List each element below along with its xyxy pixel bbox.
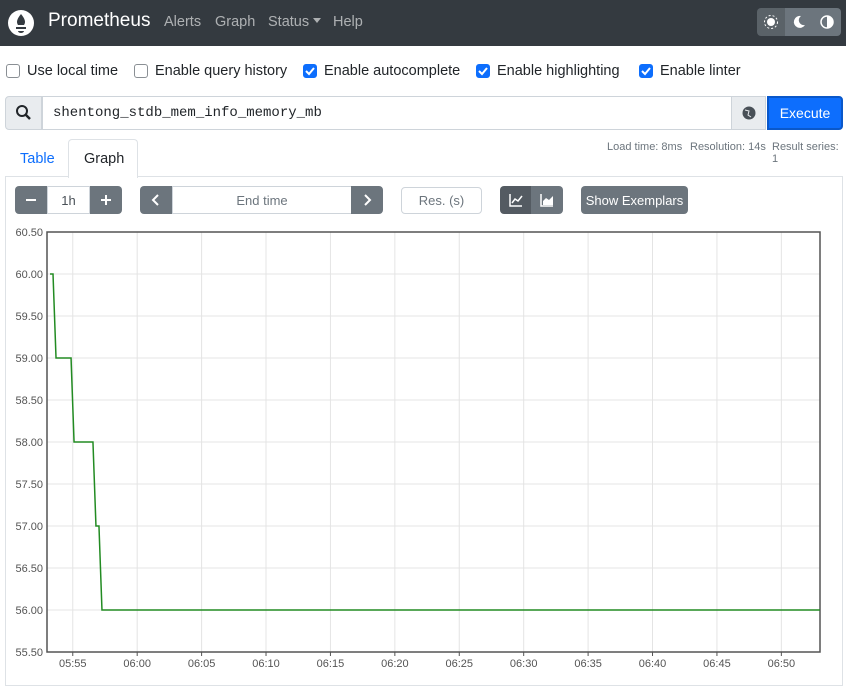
- x-tick-label: 06:15: [317, 658, 345, 670]
- query-input[interactable]: shentong_stdb_mem_info_memory_mb: [42, 96, 732, 130]
- y-tick-label: 57.50: [15, 479, 43, 491]
- x-tick-label: 06:30: [510, 658, 538, 670]
- option-label: Enable autocomplete: [324, 63, 461, 79]
- plot-border: [46, 231, 821, 653]
- option[interactable]: Enable linter: [639, 62, 741, 80]
- theme-dark[interactable]: [785, 8, 813, 36]
- checkbox: [303, 64, 317, 78]
- nav-dropdown[interactable]: Status: [268, 14, 322, 30]
- option[interactable]: Enable query history: [134, 62, 287, 80]
- x-tick-label: 06:10: [252, 658, 280, 670]
- exemplars-button[interactable]: Show Exemplars: [581, 186, 688, 214]
- x-tick-label: 06:35: [574, 658, 602, 670]
- theme-light[interactable]: [757, 8, 785, 36]
- stacked-chart-toggle[interactable]: [531, 186, 563, 214]
- line-chart-toggle[interactable]: [500, 186, 532, 214]
- tab-active[interactable]: Graph: [68, 139, 138, 178]
- resolution-input[interactable]: Res. (s): [401, 187, 482, 214]
- y-tick-label: 60.50: [15, 227, 43, 239]
- load-time: Load time: 8ms: [607, 141, 683, 153]
- y-tick-label: 58.50: [15, 395, 43, 407]
- chart: 55.50 56.00 56.50 57.00 57.50 58.00 58.50 59.00…: [15, 227, 821, 670]
- range-increase[interactable]: [90, 186, 122, 214]
- nav-link: Status: [268, 14, 310, 30]
- caret: [313, 18, 322, 23]
- x-tick-label: 06:40: [639, 658, 667, 670]
- y-tick-label: 59.00: [15, 353, 43, 365]
- option[interactable]: Enable autocomplete: [303, 62, 460, 80]
- range-decrease[interactable]: [15, 186, 47, 214]
- x-tick-label: 06:00: [123, 658, 151, 670]
- y-tick-label: 55.50: [15, 647, 43, 659]
- checkbox: [476, 64, 490, 78]
- nav-link[interactable]: Help: [333, 14, 363, 30]
- brand[interactable]: Prometheus: [48, 10, 151, 31]
- x-tick-label: 06:45: [703, 658, 731, 670]
- x-tick-label: 06:25: [446, 658, 474, 670]
- option[interactable]: Enable highlighting: [476, 62, 620, 80]
- metrics-explorer[interactable]: [731, 96, 766, 130]
- checkbox: [639, 64, 653, 78]
- range-input[interactable]: 1h: [47, 186, 90, 214]
- logo[interactable]: [6, 8, 36, 38]
- series-line: [50, 273, 820, 611]
- x-tick-label: 06:05: [188, 658, 216, 670]
- navbar: Prometheus Alerts Graph Status Help: [0, 0, 846, 46]
- checkbox: [134, 64, 148, 78]
- y-tick-label: 56.50: [15, 563, 43, 575]
- end-time-input[interactable]: End time: [172, 186, 352, 214]
- search-icon: [5, 96, 42, 130]
- check-mark: [641, 67, 651, 76]
- option-label: Enable linter: [660, 63, 741, 79]
- option[interactable]: Use local time: [6, 62, 118, 80]
- option-label: Use local time: [27, 63, 119, 79]
- x-tick-label: 05:55: [59, 658, 87, 670]
- y-tick-label: 57.00: [15, 521, 43, 533]
- check-mark: [305, 67, 315, 76]
- resolution: Resolution: 14s: [690, 141, 766, 153]
- x-tick-label: 06:20: [381, 658, 409, 670]
- tab[interactable]: Table: [20, 151, 55, 167]
- y-tick-label: 60.00: [15, 269, 43, 281]
- checkbox: [6, 64, 20, 78]
- x-tick-label: 06:50: [768, 658, 796, 670]
- check-mark: [478, 67, 488, 76]
- nav-link[interactable]: Alerts: [164, 14, 202, 30]
- time-forward[interactable]: [351, 186, 383, 214]
- nav-link[interactable]: Graph: [215, 14, 256, 30]
- y-tick-label: 58.00: [15, 437, 43, 449]
- y-tick-label: 59.50: [15, 311, 43, 323]
- option-label: Enable query history: [155, 63, 288, 79]
- y-tick-label: 56.00: [15, 605, 43, 617]
- result-series: Result series: 1: [772, 141, 839, 165]
- time-back[interactable]: [140, 186, 172, 214]
- option-label: Enable highlighting: [497, 63, 620, 79]
- theme-auto[interactable]: [813, 8, 841, 36]
- execute-button[interactable]: Execute: [767, 96, 843, 130]
